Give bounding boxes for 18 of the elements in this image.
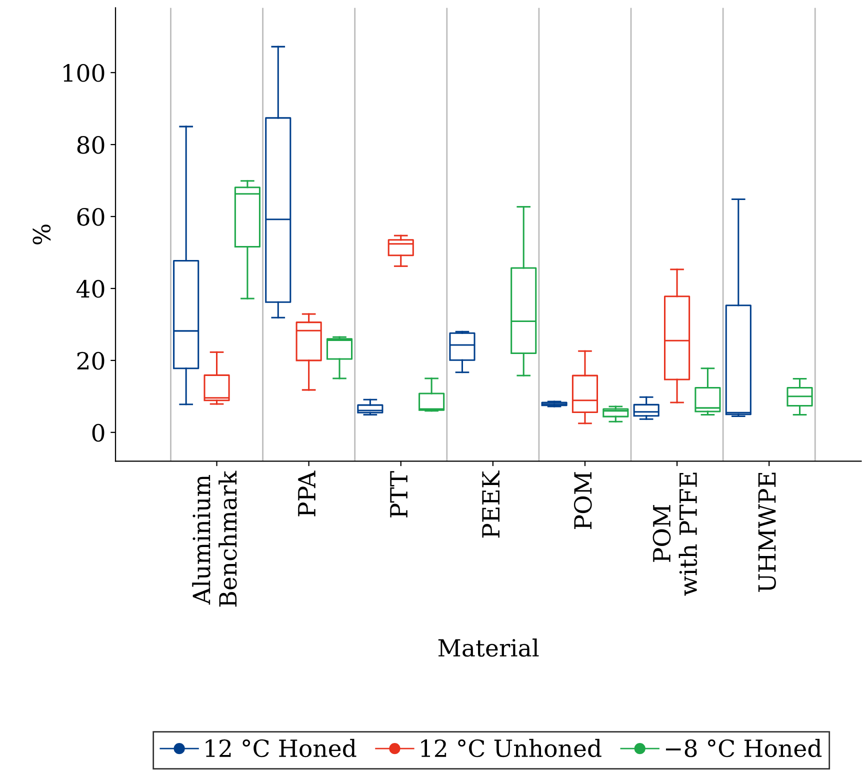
x-tick-label: PTT — [390, 471, 408, 518]
y-tick-label: 80 — [77, 136, 104, 154]
y-tick-label: 60 — [77, 208, 104, 226]
x-tick-label: PEEK — [482, 470, 500, 538]
y-tick-label: 0 — [92, 424, 104, 442]
y-axis-title: % — [32, 224, 51, 244]
y-tick-label: 20 — [77, 352, 104, 370]
x-tick-label: POM with PTFE — [652, 472, 698, 596]
y-tick-label: 100 — [64, 64, 104, 82]
x-tick-label: Aluminium Benchmark — [192, 470, 237, 607]
legend-label: −8 °C Honed — [666, 738, 822, 758]
x-tick-label: UHMWPE — [758, 472, 776, 592]
x-axis-title: Material — [438, 638, 539, 657]
legend-label: 12 °C Honed — [206, 738, 356, 758]
x-tick-label: POM — [574, 472, 592, 530]
legend-label: 12 °C Unhoned — [421, 738, 602, 758]
y-tick-label: 40 — [76, 280, 104, 298]
x-tick-label: PPA — [298, 470, 316, 516]
